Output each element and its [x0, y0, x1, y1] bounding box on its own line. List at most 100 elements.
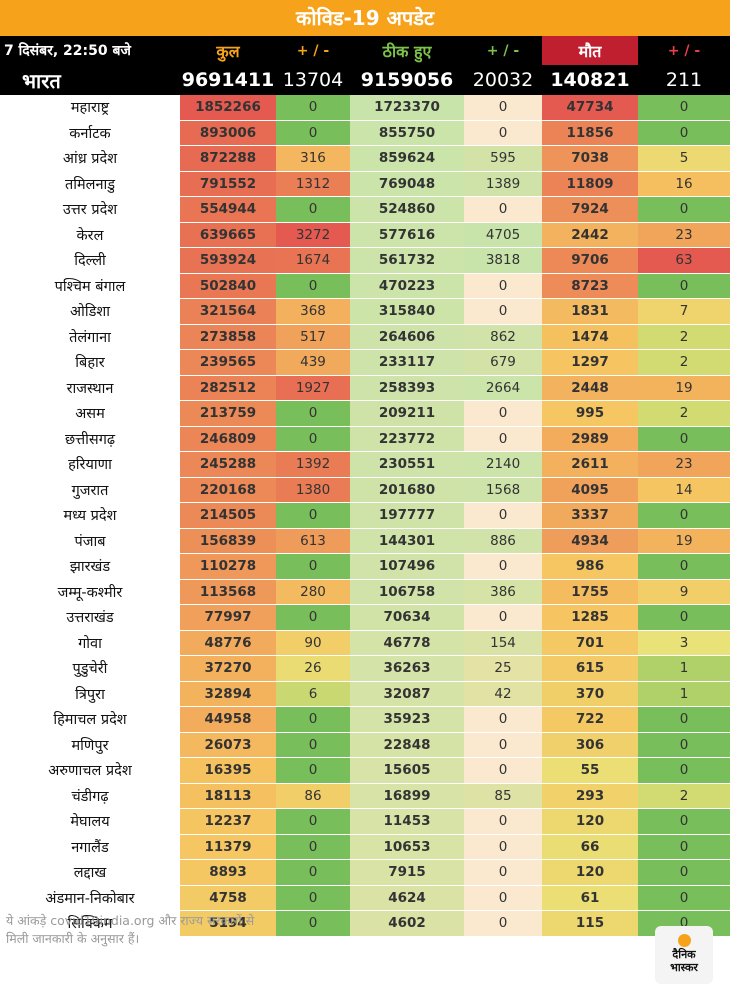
cell-recovered: 144301 [350, 528, 464, 554]
cell-recovered: 70634 [350, 604, 464, 631]
cell-confirmed: 12237 [180, 808, 276, 835]
cell-deaths: 4934 [542, 528, 638, 554]
logo-line2: भास्कर [670, 961, 698, 974]
cell-deaths: 7038 [542, 145, 638, 172]
cell-deaths-delta: 19 [638, 528, 730, 554]
cell-deaths-delta: 23 [638, 222, 730, 248]
table-row: मणिपुर 26073 0 22848 0 306 0 [0, 732, 730, 758]
cell-confirmed-delta: 368 [276, 298, 350, 325]
table-row: राजस्थान 282512 1927 258393 2664 2448 19 [0, 375, 730, 401]
cell-deaths: 370 [542, 681, 638, 707]
cell-recovered: 855750 [350, 120, 464, 146]
cell-confirmed-delta: 0 [276, 400, 350, 427]
cell-recovered-delta: 679 [464, 349, 542, 376]
cell-recovered: 4624 [350, 885, 464, 911]
dainik-bhaskar-logo: दैनिक भास्कर [655, 926, 713, 984]
cell-confirmed-delta: 0 [276, 273, 350, 299]
cell-confirmed-delta: 280 [276, 579, 350, 605]
cell-confirmed-delta: 1674 [276, 247, 350, 274]
table-row: दिल्ली 593924 1674 561732 3818 9706 63 [0, 247, 730, 274]
cell-confirmed: 239565 [180, 349, 276, 376]
state-name: उत्तर प्रदेश [0, 196, 180, 223]
cell-deaths-delta: 0 [638, 706, 730, 733]
table-row: हरियाणा 245288 1392 230551 2140 2611 23 [0, 451, 730, 478]
sun-icon [677, 934, 691, 947]
state-name: राजस्थान [0, 375, 180, 401]
cell-recovered-delta: 595 [464, 145, 542, 172]
cell-recovered: 107496 [350, 553, 464, 580]
table-row: गुजरात 220168 1380 201680 1568 4095 14 [0, 477, 730, 503]
state-name: सिक्किम [0, 910, 180, 937]
cell-recovered-delta: 0 [464, 298, 542, 325]
cell-confirmed-delta: 0 [276, 120, 350, 146]
cell-recovered-delta: 0 [464, 120, 542, 146]
cell-deaths-delta: 0 [638, 808, 730, 835]
state-name: पुडुचेरी [0, 655, 180, 682]
cell-confirmed-delta: 0 [276, 885, 350, 911]
cell-confirmed: 639665 [180, 222, 276, 248]
page-title: कोविड-19 अपडेट [0, 0, 730, 36]
cell-deaths-delta: 0 [638, 553, 730, 580]
cell-confirmed-delta: 439 [276, 349, 350, 376]
cell-confirmed: 32894 [180, 681, 276, 707]
cell-confirmed-delta: 26 [276, 655, 350, 682]
cell-confirmed: 77997 [180, 604, 276, 631]
cell-confirmed-delta: 0 [276, 757, 350, 784]
table-row: छत्तीसगढ़ 246809 0 223772 0 2989 0 [0, 426, 730, 452]
cell-recovered-delta: 0 [464, 706, 542, 733]
cell-deaths-delta: 2 [638, 349, 730, 376]
cell-deaths-delta: 7 [638, 298, 730, 325]
cell-deaths: 2448 [542, 375, 638, 401]
cell-recovered-delta: 25 [464, 655, 542, 682]
table-row: पश्चिम बंगाल 502840 0 470223 0 8723 0 [0, 273, 730, 299]
cell-confirmed: 110278 [180, 553, 276, 580]
table-row: आंध्र प्रदेश 872288 316 859624 595 7038 5 [0, 145, 730, 172]
cell-confirmed: 246809 [180, 426, 276, 452]
date-label: 7 दिसंबर, 22:50 बजे [0, 36, 180, 65]
cell-recovered-delta: 0 [464, 502, 542, 529]
cell-confirmed-delta: 90 [276, 630, 350, 656]
cell-confirmed: 16395 [180, 757, 276, 784]
cell-recovered-delta: 0 [464, 400, 542, 427]
cell-deaths: 8723 [542, 273, 638, 299]
cell-confirmed: 245288 [180, 451, 276, 478]
cell-deaths: 2989 [542, 426, 638, 452]
cell-deaths: 9706 [542, 247, 638, 274]
cell-deaths: 615 [542, 655, 638, 682]
cell-recovered-delta: 0 [464, 196, 542, 223]
cell-deaths: 293 [542, 783, 638, 809]
cell-recovered: 22848 [350, 732, 464, 758]
cell-deaths-delta: 0 [638, 757, 730, 784]
cell-deaths-delta: 0 [638, 273, 730, 299]
cell-recovered: 11453 [350, 808, 464, 835]
table-row: अंडमान-निकोबार 4758 0 4624 0 61 0 [0, 885, 730, 911]
cell-deaths-delta: 1 [638, 655, 730, 682]
cell-confirmed: 872288 [180, 145, 276, 172]
cell-recovered: 470223 [350, 273, 464, 299]
cell-deaths-delta: 9 [638, 579, 730, 605]
table-row: जम्मू-कश्मीर 113568 280 106758 386 1755 9 [0, 579, 730, 605]
covid-table: 7 दिसंबर, 22:50 बजे कुल + / - ठीक हुए + … [0, 36, 730, 937]
table-row: झारखंड 110278 0 107496 0 986 0 [0, 553, 730, 580]
cell-recovered-delta: 2664 [464, 375, 542, 401]
cell-recovered: 46778 [350, 630, 464, 656]
cell-deaths: 11809 [542, 171, 638, 197]
cell-confirmed-delta: 1927 [276, 375, 350, 401]
cell-deaths-delta: 16 [638, 171, 730, 197]
cell-recovered: 35923 [350, 706, 464, 733]
header-row: 7 दिसंबर, 22:50 बजे कुल + / - ठीक हुए + … [0, 36, 730, 65]
cell-recovered-delta: 0 [464, 553, 542, 580]
cell-deaths: 115 [542, 910, 638, 937]
india-deaths: 140821 [542, 65, 638, 95]
cell-deaths: 1831 [542, 298, 638, 325]
cell-recovered: 859624 [350, 145, 464, 172]
cell-deaths-delta: 0 [638, 502, 730, 529]
cell-recovered: 264606 [350, 324, 464, 350]
cell-confirmed: 214505 [180, 502, 276, 529]
cell-confirmed: 554944 [180, 196, 276, 223]
cell-recovered: 10653 [350, 834, 464, 860]
table-row: असम 213759 0 209211 0 995 2 [0, 400, 730, 427]
cell-confirmed: 156839 [180, 528, 276, 554]
cell-confirmed-delta: 0 [276, 834, 350, 860]
cell-confirmed-delta: 613 [276, 528, 350, 554]
